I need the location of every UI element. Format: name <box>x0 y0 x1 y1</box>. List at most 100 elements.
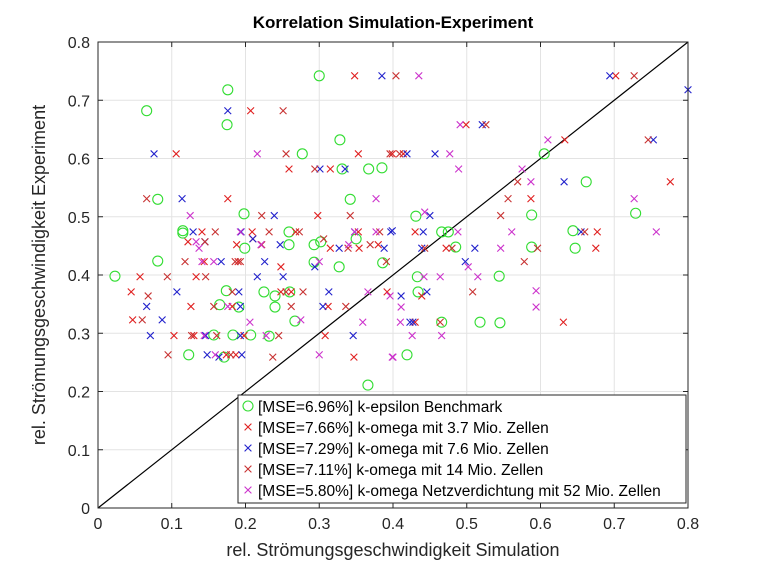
data-point-cross <box>201 272 210 281</box>
data-point-cross <box>187 331 196 340</box>
data-point-cross <box>527 178 535 186</box>
data-point-cross <box>226 351 235 359</box>
data-point-cross <box>420 244 429 252</box>
data-point-cross <box>630 194 638 203</box>
data-point-circle <box>208 329 220 341</box>
data-point-cross <box>437 331 446 340</box>
data-point-circle <box>334 134 346 146</box>
data-point-cross <box>311 263 319 271</box>
x-tick-label: 0.2 <box>234 516 256 533</box>
data-point-cross <box>279 106 287 115</box>
data-point-cross <box>315 257 324 266</box>
data-point-circle <box>177 227 189 239</box>
reference-line <box>97 41 689 509</box>
series-1 <box>127 71 675 361</box>
data-point-cross <box>382 257 391 266</box>
data-point-circle <box>296 148 308 160</box>
data-point-cross <box>378 71 386 80</box>
data-point-circle <box>567 225 579 237</box>
data-point-cross <box>321 331 329 340</box>
data-point-cross <box>192 272 200 281</box>
chart-title: Korrelation Simulation-Experiment <box>253 13 534 32</box>
data-point-cross <box>268 353 277 361</box>
data-point-cross <box>203 351 211 359</box>
data-point-cross <box>644 136 652 144</box>
data-point-circle <box>436 226 448 238</box>
data-point-cross <box>408 331 416 340</box>
data-point-cross <box>295 228 304 236</box>
y-tick-label: 0.1 <box>68 443 90 460</box>
data-point-cross <box>319 302 327 311</box>
data-point-cross <box>341 165 349 173</box>
data-point-cross <box>374 240 383 249</box>
data-point-cross <box>652 228 661 236</box>
data-point-cross <box>468 288 477 296</box>
data-point-circle <box>283 226 295 238</box>
data-point-cross <box>520 257 529 266</box>
data-point-cross <box>198 228 206 236</box>
data-point-cross <box>270 211 279 220</box>
data-point-cross <box>533 244 542 252</box>
data-point-cross <box>313 211 322 220</box>
data-point-cross <box>474 272 482 281</box>
data-point-cross <box>297 316 305 324</box>
data-point-circle <box>283 239 295 251</box>
data-point-cross <box>372 194 380 203</box>
data-point-cross <box>279 272 287 281</box>
data-point-circle <box>214 299 226 311</box>
data-point-cross <box>136 272 144 281</box>
data-point-circle <box>526 209 538 221</box>
data-point-cross <box>232 240 241 249</box>
data-point-circle <box>141 105 153 117</box>
data-point-circle <box>436 316 448 328</box>
data-point-cross <box>349 331 357 340</box>
data-point-cross <box>346 211 355 220</box>
data-point-circle <box>362 379 374 391</box>
data-point-cross <box>276 240 284 249</box>
data-point-cross <box>240 331 248 340</box>
data-point-cross <box>187 302 195 311</box>
data-point-circle <box>315 236 327 248</box>
data-point-circle <box>538 148 550 160</box>
data-point-circle <box>336 163 348 175</box>
data-point-circle <box>333 261 345 273</box>
data-point-cross <box>350 71 359 80</box>
data-point-circle <box>442 226 454 238</box>
data-point-cross <box>138 316 147 324</box>
y-tick-label: 0.6 <box>68 152 90 169</box>
y-tick-label: 0.5 <box>68 210 90 227</box>
data-point-cross <box>386 292 394 300</box>
data-point-cross <box>496 244 505 252</box>
data-point-cross <box>265 228 273 236</box>
x-tick-label: 0.7 <box>603 516 625 533</box>
data-point-cross <box>383 288 391 296</box>
data-point-cross <box>277 263 285 271</box>
data-point-cross <box>403 150 411 158</box>
legend-entry: [MSE=7.66%] k-omega mit 3.7 Mio. Zellen <box>258 420 549 437</box>
data-point-cross <box>592 244 600 252</box>
data-point-cross <box>606 71 614 80</box>
legend-box <box>237 394 687 504</box>
data-point-cross <box>326 244 335 252</box>
data-point-cross <box>417 292 426 300</box>
data-point-circle <box>152 255 164 267</box>
data-point-cross <box>211 351 220 359</box>
data-point-cross <box>146 331 155 340</box>
data-point-cross <box>375 228 384 236</box>
data-point-cross <box>666 178 675 186</box>
data-point-cross <box>411 228 419 236</box>
data-point-cross <box>195 244 203 252</box>
data-point-cross <box>354 150 363 158</box>
data-point-circle <box>269 290 281 302</box>
data-point-cross <box>238 351 246 359</box>
legend-entry: [MSE=5.80%] k-omega Netzverdichtung mit … <box>258 483 661 500</box>
data-point-cross <box>257 211 266 220</box>
data-point-cross <box>388 226 397 235</box>
data-point-cross <box>392 71 400 80</box>
data-point-cross <box>142 194 151 203</box>
data-point-cross <box>358 318 367 326</box>
data-point-cross <box>461 257 470 266</box>
data-point-circle <box>410 210 422 222</box>
data-point-cross <box>436 272 444 281</box>
data-point-cross <box>388 150 397 158</box>
